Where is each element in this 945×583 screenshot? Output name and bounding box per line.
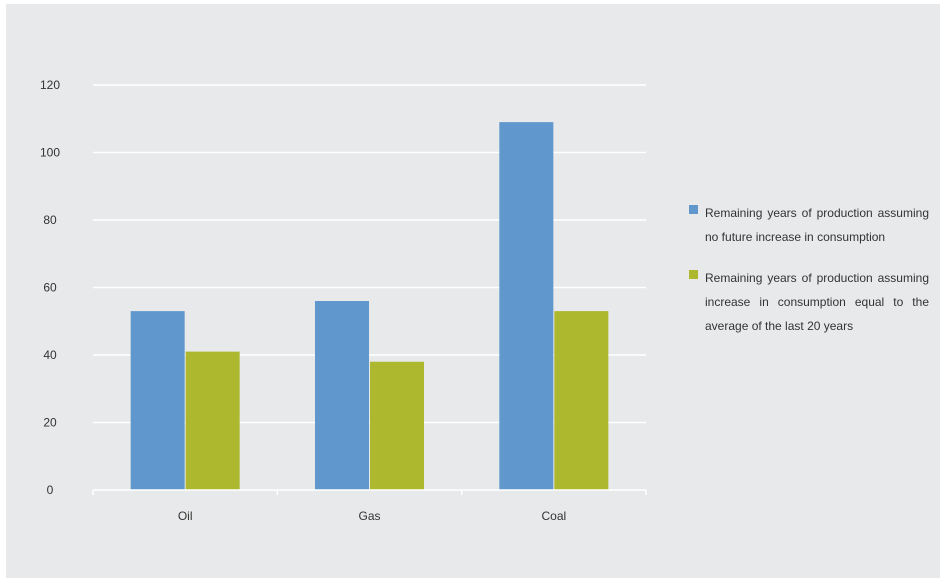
x-category-label: Oil <box>178 509 193 523</box>
legend-swatch-green <box>689 270 698 279</box>
y-tick-label: 100 <box>40 146 60 160</box>
legend-swatch-blue <box>689 205 698 214</box>
bar-oil-series-2 <box>185 351 240 490</box>
y-tick-label: 120 <box>40 78 60 92</box>
legend-entry-average-increase: Remaining years of production assuming i… <box>689 266 929 338</box>
y-tick-label: 20 <box>43 416 57 430</box>
bar-gas-series-1 <box>315 301 369 490</box>
legend-label-average-increase: Remaining years of production assuming i… <box>705 271 929 333</box>
bar-oil-series-1 <box>130 311 185 490</box>
y-axis-tick-labels: 0 20 40 60 80 100 120 <box>40 78 60 497</box>
legend-label-no-increase: Remaining years of production assuming n… <box>705 206 929 244</box>
x-category-label: Coal <box>541 509 566 523</box>
legend-entry-no-increase: Remaining years of production assuming n… <box>689 201 929 249</box>
y-tick-label: 0 <box>47 483 54 497</box>
chart-panel: 0 20 40 60 80 100 120 Oil Gas Coal Remaining yea… <box>6 4 940 578</box>
bar-coal-series-1 <box>499 122 554 490</box>
y-tick-label: 80 <box>43 213 57 227</box>
bar-gas-series-2 <box>370 361 424 490</box>
y-tick-label: 40 <box>43 348 57 362</box>
x-category-label: Gas <box>358 509 380 523</box>
x-axis <box>92 489 647 495</box>
legend: Remaining years of production assuming n… <box>689 205 929 360</box>
bar-chart: 0 20 40 60 80 100 120 Oil Gas Coal <box>40 78 647 523</box>
x-axis-category-labels: Oil Gas Coal <box>178 509 566 523</box>
bar-coal-series-2 <box>554 311 609 490</box>
gridlines <box>93 84 646 424</box>
bars <box>130 122 609 490</box>
y-tick-label: 60 <box>43 281 57 295</box>
